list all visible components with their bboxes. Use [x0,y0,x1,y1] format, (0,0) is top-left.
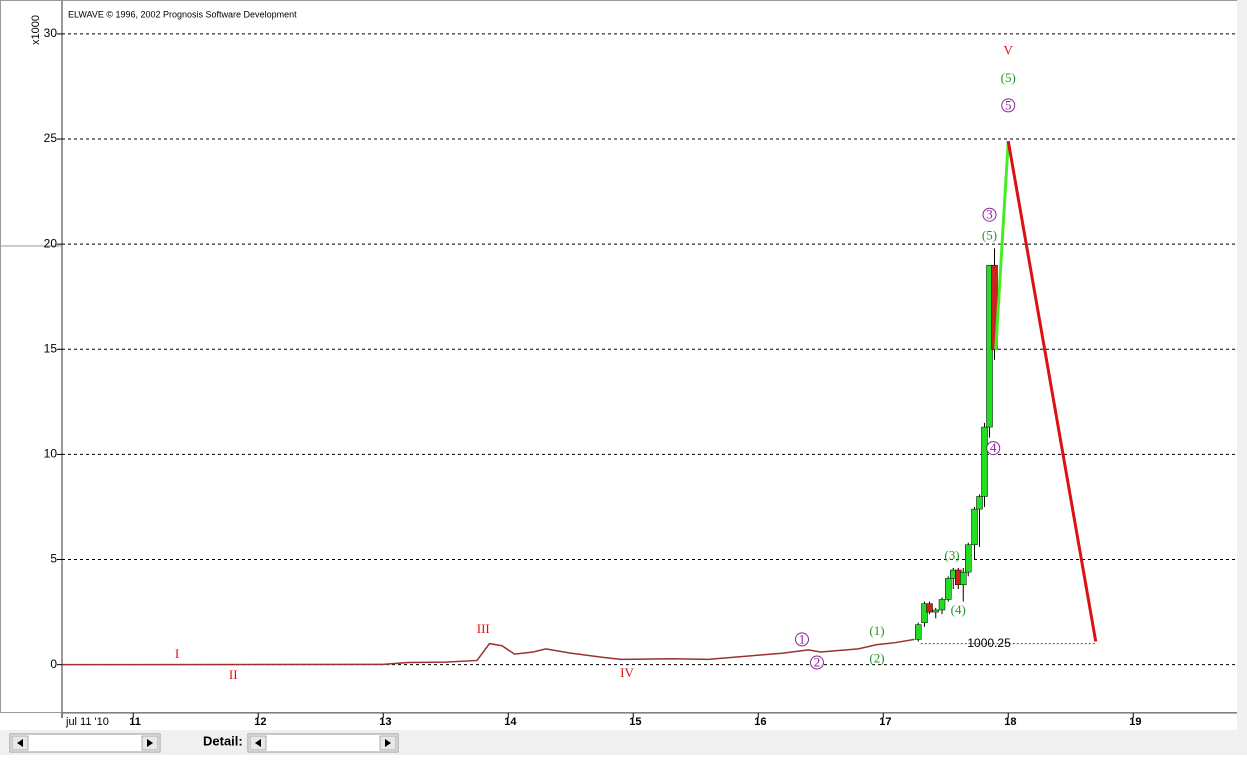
y-tick-label: 5 [50,552,57,566]
wave-circle [982,207,997,222]
y-tick-label: 15 [44,341,58,355]
candle-body [938,599,946,611]
copyright: ELWAVE © 1996, 2002 Prognosis Software D… [68,9,297,19]
wave-label: (3) [944,547,959,562]
candle-body [921,603,928,623]
y-tick-label: 25 [44,131,58,145]
detail-slider[interactable] [247,733,399,753]
arrow-icon [385,739,391,747]
wave-label: II [229,667,238,682]
arrow-icon [147,739,153,747]
y-unit-label: x1000 [30,15,42,45]
wave-label: 5 [1005,97,1012,112]
wave-label: (4) [951,602,966,617]
wave-label: (2) [869,650,884,665]
candle-body [915,624,922,640]
x-tick-label: 18 [1004,716,1016,728]
x-tick-label: 16 [754,716,766,728]
arrow-icon [17,739,23,747]
x-tick-label: 12 [254,716,266,728]
candle-body [965,544,972,573]
price-line [61,638,915,666]
x-tick-label: 11 [129,716,141,728]
y-tick-label: 30 [44,26,58,40]
x-tick-label: jul 11 '10 [65,716,109,728]
wave-label: 1 [799,631,806,646]
level-label: 1000.25 [967,636,1011,650]
wave-circle [1001,98,1016,113]
projection-line [994,141,1010,350]
x-tick-label: 13 [379,716,391,728]
candle-body [976,496,983,510]
candle-body [960,571,967,586]
arrow-icon [255,739,261,747]
candle-body [932,609,939,613]
projection-line [1006,140,1098,642]
x-tick-label: 15 [629,716,641,728]
wave-label: V [1004,43,1014,58]
wave-label: I [175,646,179,661]
wave-label: IV [620,665,634,680]
y-axis-panel [0,0,62,713]
x-tick-label: 14 [504,716,517,728]
candle-body [926,603,933,613]
candle-body [981,426,988,497]
wave-label: (5) [1001,70,1016,85]
scroll-area [0,730,1247,755]
y-tick-label: 20 [44,236,58,250]
candle-body [945,578,952,600]
scrollbar[interactable] [9,733,161,753]
wave-label: III [477,621,490,636]
y-tick-label: 10 [44,447,58,461]
wave-label: (1) [869,623,884,638]
x-tick-label: 17 [879,716,891,728]
x-tick-label: 19 [1129,716,1141,728]
wave-label: 3 [986,207,993,222]
wave-label: 2 [814,655,821,670]
detail-label: Detail: [203,733,243,748]
wave-circle [795,632,809,647]
candle-body [971,508,978,546]
wave-circle [810,655,824,670]
y-tick-label: 0 [50,657,57,671]
wave-label: 4 [990,440,997,455]
right-edge [1237,0,1247,730]
wave-circle [986,441,1001,456]
wave-label: (5) [982,228,997,243]
plot-area [62,0,1238,713]
